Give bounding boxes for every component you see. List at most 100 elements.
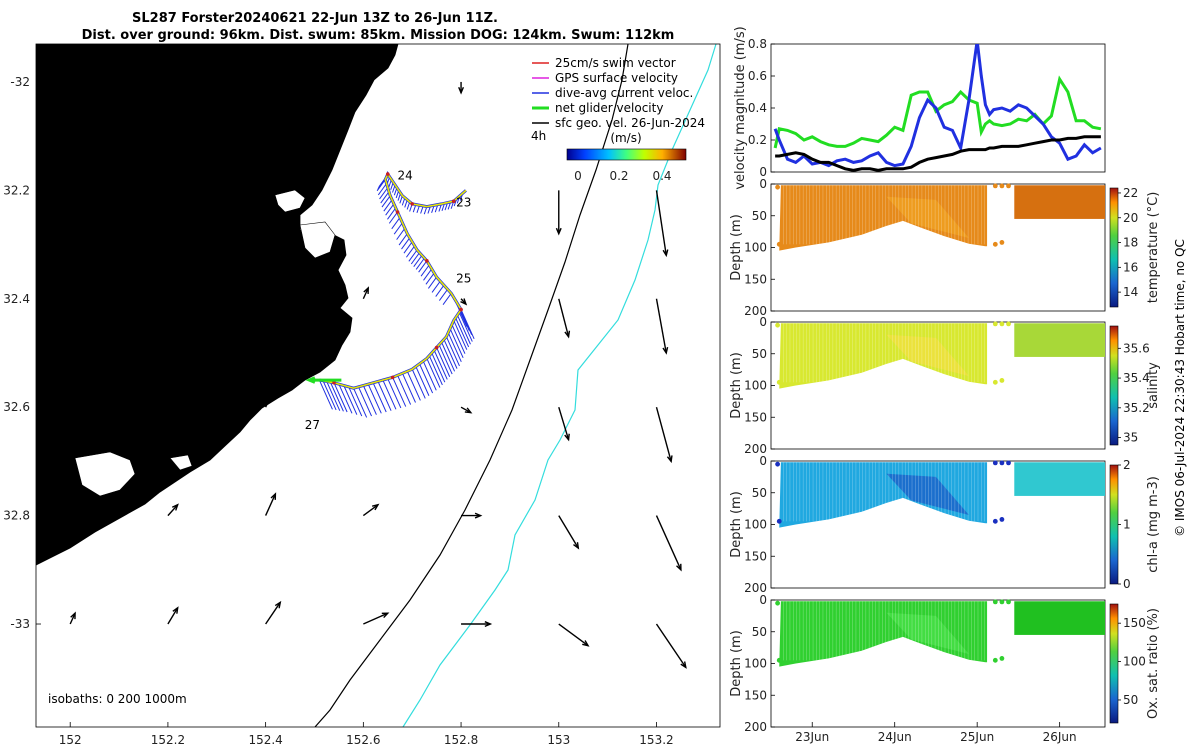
section-outlier-dot (992, 657, 998, 663)
legend-label: 25cm/s swim vector (555, 56, 676, 70)
current-vector (388, 211, 398, 224)
geo-velocity-arrow (264, 385, 277, 408)
colorbar-tick-label: 150 (1123, 616, 1146, 630)
map-x-axis: 152 152.2 152.4 152.6 152.8 153 153.2 (59, 722, 674, 747)
geo-velocity-arrow-head (564, 330, 571, 339)
geo-velocity-arrow (69, 75, 81, 83)
current-vector (418, 260, 428, 273)
section-y-tick-label: 50 (752, 625, 767, 639)
current-vector (422, 360, 437, 391)
current-vector (427, 276, 438, 289)
section-y-tick-label: 0 (759, 593, 767, 607)
current-vector (456, 314, 471, 345)
section-outlier-dot (999, 321, 1005, 327)
section-data-block (1014, 185, 1105, 219)
colorbar-tick-label: 2 (1123, 458, 1131, 472)
section-y-tick-label: 200 (744, 442, 767, 456)
current-vector (431, 280, 441, 293)
section-y-tick-label: 200 (744, 720, 767, 734)
day-labels: 24 23 25 27 (305, 169, 472, 432)
swim-vector-dot (451, 199, 456, 203)
current-vector (385, 203, 395, 216)
colorbar-tick-label: 35.2 (1123, 401, 1150, 415)
map-y-tick-label: 32.4 (3, 292, 30, 306)
vector-scale-label: 4h (531, 129, 546, 143)
current-vector (318, 379, 333, 410)
map-y-tick-label: 32.8 (3, 509, 30, 523)
swim-vector-dot (385, 172, 390, 176)
current-vector (358, 386, 372, 417)
velocity-y-tick-label: 0.4 (748, 101, 767, 115)
day-label: 27 (305, 418, 320, 432)
colorbar-tick-label: 35.4 (1123, 371, 1150, 385)
geo-velocity-arrow (265, 70, 276, 83)
section-colorbar (1109, 603, 1119, 724)
current-vector (428, 355, 443, 386)
geo-velocity-arrow-head (274, 600, 282, 609)
geo-velocity-arrow-head (573, 542, 580, 550)
current-vector (445, 336, 460, 367)
section-outlier-dot (999, 183, 1005, 189)
map-y-tick-label: -33 (10, 617, 30, 631)
velocity-y-tick-label: 0.2 (748, 133, 767, 147)
current-vector (398, 233, 408, 246)
current-vector (353, 388, 368, 418)
section-outlier-dot (992, 379, 998, 385)
map-x-tick-label: 152.6 (346, 733, 380, 747)
current-vector (435, 284, 445, 297)
colorbar-tick-label: 14 (1123, 285, 1138, 299)
colorbar-tick-label: 20 (1123, 211, 1138, 225)
current-vector (392, 377, 407, 407)
current-vector (338, 383, 353, 414)
velocity-line-dive-avg-current-veloc- (773, 44, 1102, 168)
geo-velocity-arrow-head (269, 69, 277, 78)
section-y-tick-label: 150 (744, 272, 767, 286)
colorbar-tick-label: 18 (1123, 236, 1138, 250)
section-data-block (1014, 323, 1105, 357)
section-data-block (1014, 462, 1105, 496)
geo-velocity-arrow (363, 612, 389, 625)
geo-velocity-arrow-head (555, 227, 562, 236)
current-vector (391, 217, 401, 230)
section-panel-salinity: 0 50 100 150 200 Depth (m) 35 35.2 35.4 35.6 salin… (729, 315, 1161, 456)
net-velocity-arrow-head (305, 376, 316, 384)
geo-velocity-arrow-head (564, 433, 570, 442)
section-ylabel: Depth (m) (729, 352, 744, 419)
velocity-ylabel: velocity magnitude (m/s) (733, 26, 748, 189)
current-vector (431, 352, 446, 383)
current-vector (408, 249, 418, 262)
swim-vector-dot (395, 210, 400, 214)
current-vector (425, 272, 435, 285)
section-outlier-dot (775, 461, 780, 467)
colorbar-tick-label: 35 (1123, 431, 1138, 445)
lake (169, 454, 193, 471)
current-vector (436, 347, 451, 377)
geo-velocity-arrow-head (171, 503, 179, 511)
geo-velocity-arrow-head (372, 503, 380, 511)
current-vector (438, 288, 449, 301)
figure-title-line2: Dist. over ground: 96km. Dist. swum: 85k… (82, 28, 675, 43)
geo-velocity-arrow-head (484, 621, 493, 627)
section-y-tick-label: 50 (752, 486, 767, 500)
colorbar-tick-label: 35.6 (1123, 341, 1150, 355)
section-y-tick-label: 150 (744, 688, 767, 702)
geo-velocity-arrow (558, 406, 570, 440)
current-vector (405, 245, 416, 258)
geo-velocity-arrow (264, 287, 272, 300)
credit-text: © IMOS 06-Jul-2024 22:30:43 Hobart time,… (1173, 239, 1187, 537)
current-vector (393, 222, 403, 235)
current-vector (455, 317, 470, 348)
colorbar-label: (m/s) (610, 131, 641, 145)
lake (74, 451, 136, 497)
geo-velocity-arrow-head (474, 512, 483, 519)
map-x-tick-label: 152 (59, 733, 82, 747)
geo-velocity-arrow (167, 70, 179, 83)
colorbar-tick-label: 100 (1123, 655, 1146, 669)
section-colorbar (1109, 325, 1119, 446)
geo-velocity-arrow (655, 623, 687, 668)
section-data-block (1014, 601, 1105, 635)
geo-velocity-arrow-head (70, 611, 76, 620)
current-vector (460, 309, 475, 340)
current-vector (396, 228, 406, 240)
